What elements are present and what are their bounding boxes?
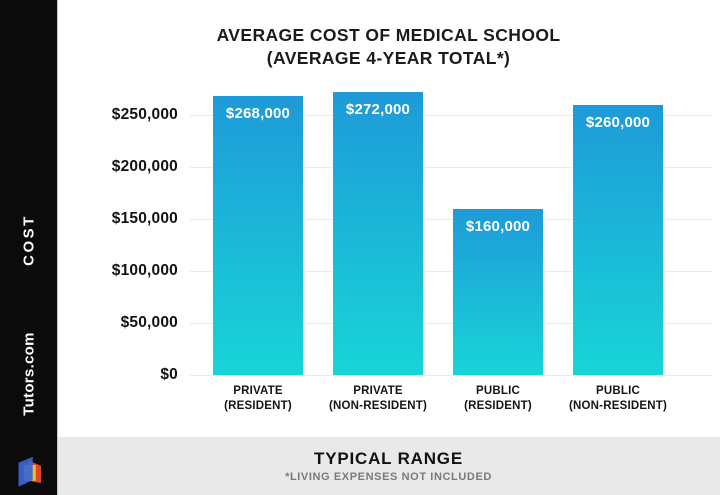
sidebar-cost-label: COST — [20, 214, 37, 266]
bar: $268,000 — [213, 96, 303, 375]
x-axis-category-label: PUBLIC (RESIDENT) — [428, 384, 568, 414]
chart-title: AVERAGE COST OF MEDICAL SCHOOL (AVERAGE … — [57, 24, 720, 70]
y-axis-tick-label: $200,000 — [111, 158, 178, 175]
y-axis-tick-label: $150,000 — [111, 210, 178, 227]
bar: $160,000 — [453, 208, 543, 375]
y-axis-tick-label: $250,000 — [111, 106, 178, 123]
bar-value-label: $160,000 — [465, 217, 531, 235]
x-axis-category-line: (RESIDENT) — [224, 400, 292, 412]
bar: $260,000 — [573, 104, 663, 375]
bar-value-label: $260,000 — [585, 113, 651, 131]
bar-chart-plot: $250,000 $200,000 $150,000 $100,000 $50,000 $… — [57, 0, 720, 437]
gridline — [190, 322, 712, 324]
y-axis-tick-label: $0 — [160, 366, 178, 383]
x-axis-category-label: PUBLIC (NON-RESIDENT) — [548, 384, 688, 414]
bar-value-label: $268,000 — [225, 105, 291, 123]
gridline — [190, 114, 712, 116]
x-axis-category-line: (NON-RESIDENT) — [329, 400, 427, 412]
x-axis-category-label: PRIVATE (RESIDENT) — [188, 384, 328, 414]
tutors-logo-icon — [18, 456, 41, 487]
footer-banner: TYPICAL RANGE *LIVING EXPENSES NOT INCLU… — [57, 437, 720, 495]
x-axis-category-label: PRIVATE (NON-RESIDENT) — [308, 384, 448, 414]
x-axis-category-line: PUBLIC — [595, 385, 640, 397]
gridline — [190, 218, 712, 220]
chart-area: AVERAGE COST OF MEDICAL SCHOOL (AVERAGE … — [57, 0, 720, 437]
x-axis-category-line: PRIVATE — [353, 385, 403, 397]
footer-subtitle: *LIVING EXPENSES NOT INCLUDED — [285, 471, 492, 483]
chart-title-line2: (AVERAGE 4-YEAR TOTAL*) — [266, 48, 511, 68]
y-axis-tick-label: $50,000 — [120, 314, 178, 331]
x-axis-category-line: (RESIDENT) — [464, 400, 532, 412]
footer-title: TYPICAL RANGE — [314, 449, 463, 468]
x-axis-category-line: (NON-RESIDENT) — [569, 400, 667, 412]
sidebar: COST Tutors.com — [0, 0, 58, 495]
gridline — [190, 166, 712, 168]
gridline — [190, 374, 712, 376]
chart-title-line1: AVERAGE COST OF MEDICAL SCHOOL — [216, 25, 561, 45]
brand-name: Tutors.com — [20, 332, 37, 416]
bar: $272,000 — [333, 92, 423, 375]
gridline — [190, 270, 712, 272]
x-axis-category-line: PUBLIC — [475, 385, 520, 397]
y-axis-tick-label: $100,000 — [111, 262, 178, 279]
bar-value-label: $272,000 — [345, 101, 411, 119]
x-axis-category-line: PRIVATE — [233, 385, 283, 397]
